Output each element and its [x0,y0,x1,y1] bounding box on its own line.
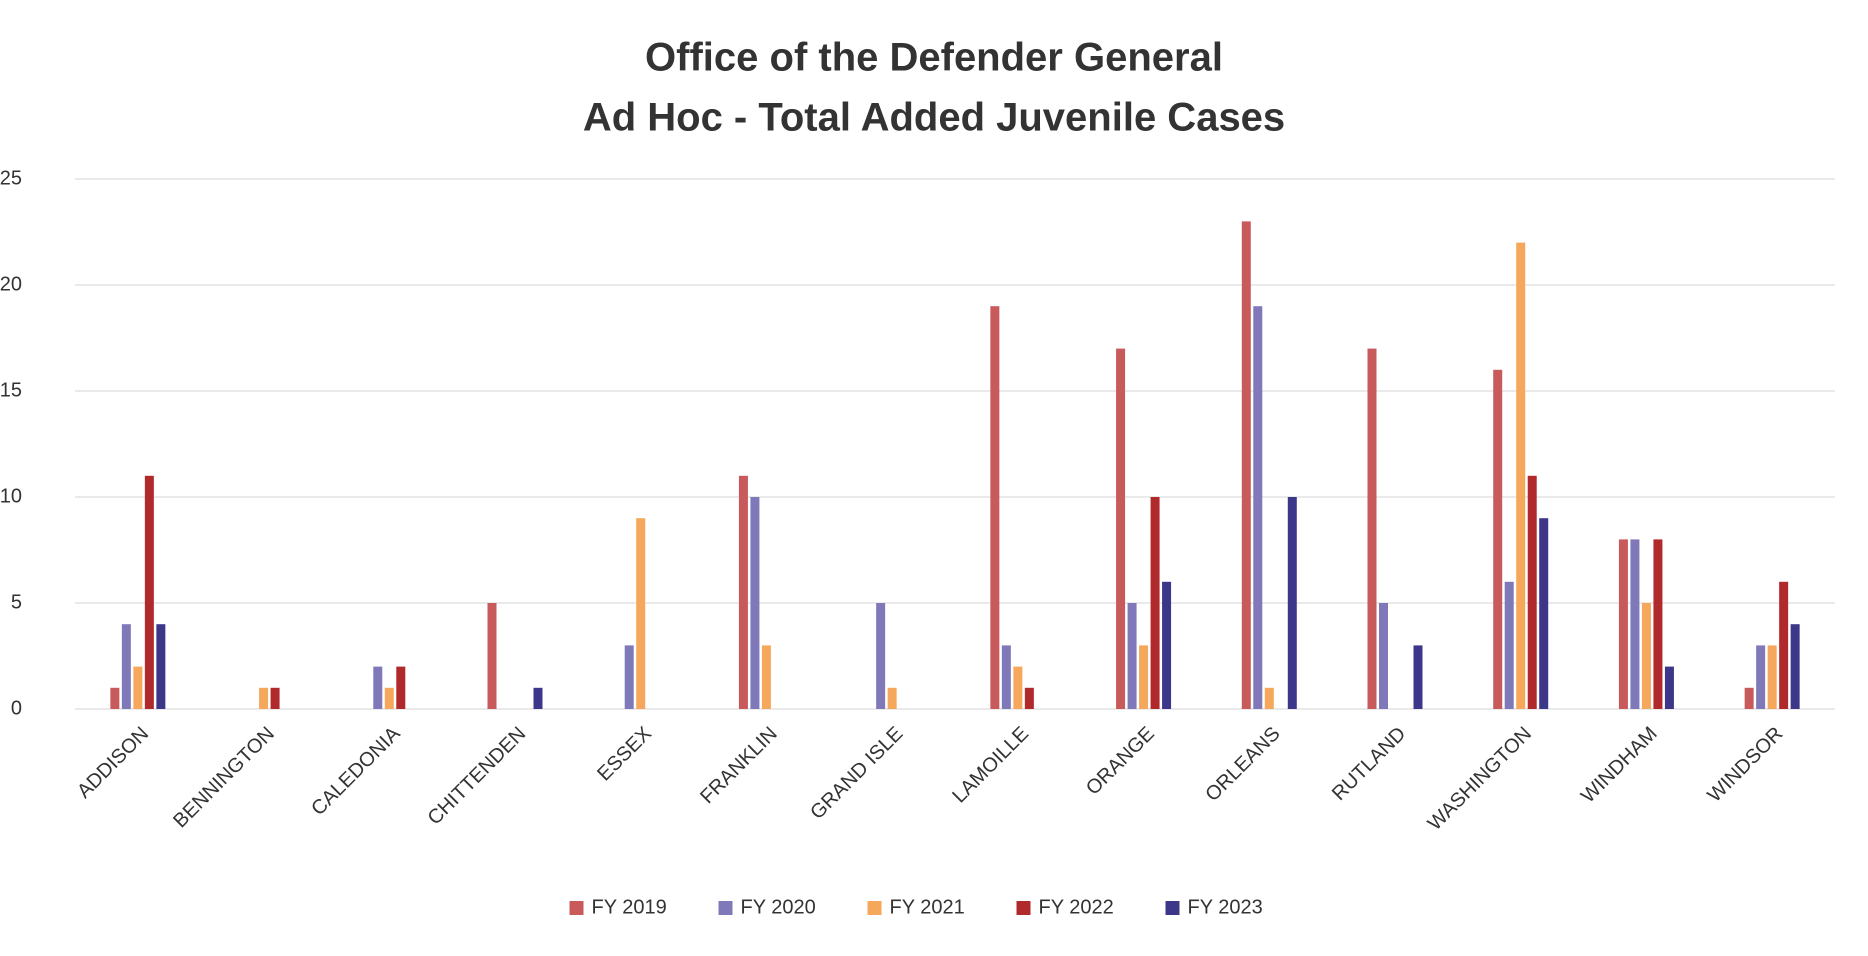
x-tick-label: FRANKLIN [696,723,781,808]
x-tick-label: ESSEX [593,723,656,786]
legend-label: FY 2021 [890,896,965,918]
bar [1024,687,1034,709]
bar [259,687,269,709]
bar [1779,581,1789,709]
bar [1504,581,1514,709]
bar [384,687,394,709]
bar [750,497,760,709]
y-tick-label: 25 [0,167,22,189]
bar [121,624,131,709]
bar [887,687,897,709]
bar [990,306,1000,709]
legend-swatch [569,901,584,915]
x-tick-label: ADDISON [73,723,153,803]
bar [1516,242,1526,709]
bar [1162,581,1172,709]
bar [1527,475,1537,709]
bar [1756,645,1766,709]
legend-label: FY 2023 [1188,896,1263,918]
bar [1767,645,1777,709]
legend-swatch [1165,901,1180,915]
x-tick-label: ORANGE [1082,723,1159,800]
bar [133,666,143,709]
bar [624,645,634,709]
y-tick-label: 5 [11,591,22,613]
x-tick-label: CALEDONIA [307,722,405,820]
x-tick-label: WASHINGTON [1424,723,1536,835]
bar [1379,603,1388,709]
bar [1790,624,1800,709]
bar [373,666,383,709]
bar [1116,348,1126,709]
bar [636,518,646,709]
bar [1253,306,1263,709]
bar [1744,687,1754,709]
x-tick-label: WINDHAM [1577,723,1662,808]
bar [1618,539,1628,709]
bar [1001,645,1011,709]
bar [761,645,771,709]
bar [1641,603,1651,709]
bar [487,603,497,709]
y-tick-label: 15 [0,379,22,401]
bar [1413,645,1423,709]
bar [144,475,154,709]
bar [1630,539,1640,709]
bar [1127,603,1137,709]
x-tick-label: BENNINGTON [169,723,279,833]
bar [110,687,120,709]
bar [396,666,406,709]
bar [156,624,166,709]
legend-label: FY 2019 [592,896,667,918]
y-tick-label: 10 [0,485,22,507]
legend-label: FY 2022 [1039,896,1114,918]
bar [1653,539,1663,709]
bar [1264,687,1274,709]
x-tick-label: RUTLAND [1328,723,1410,805]
x-tick-label: GRAND ISLE [806,723,907,824]
bar [876,603,886,709]
x-tick-label: ORLEANS [1201,723,1284,806]
bar [1493,369,1503,709]
bar [1539,518,1549,709]
bar [1367,348,1377,709]
chart-title: Ad Hoc - Total Added Juvenile Cases [583,96,1285,140]
y-tick-label: 20 [0,273,22,295]
y-tick-label: 0 [11,697,22,719]
x-tick-label: WINDSOR [1703,723,1787,807]
bar [1013,666,1023,709]
legend-swatch [867,901,882,915]
legend-swatch [718,901,733,915]
bar [533,687,543,709]
legend-swatch [1016,901,1031,915]
bar [1241,221,1251,709]
bar [1139,645,1149,709]
bar [270,687,280,709]
bar [1287,497,1297,709]
x-tick-label: LAMOILLE [948,723,1033,808]
bar [1150,497,1160,709]
bar [1664,666,1674,709]
chart-title: Office of the Defender General [645,36,1223,80]
legend-label: FY 2020 [741,896,816,918]
x-tick-label: CHITTENDEN [424,723,531,830]
bar [738,475,748,709]
